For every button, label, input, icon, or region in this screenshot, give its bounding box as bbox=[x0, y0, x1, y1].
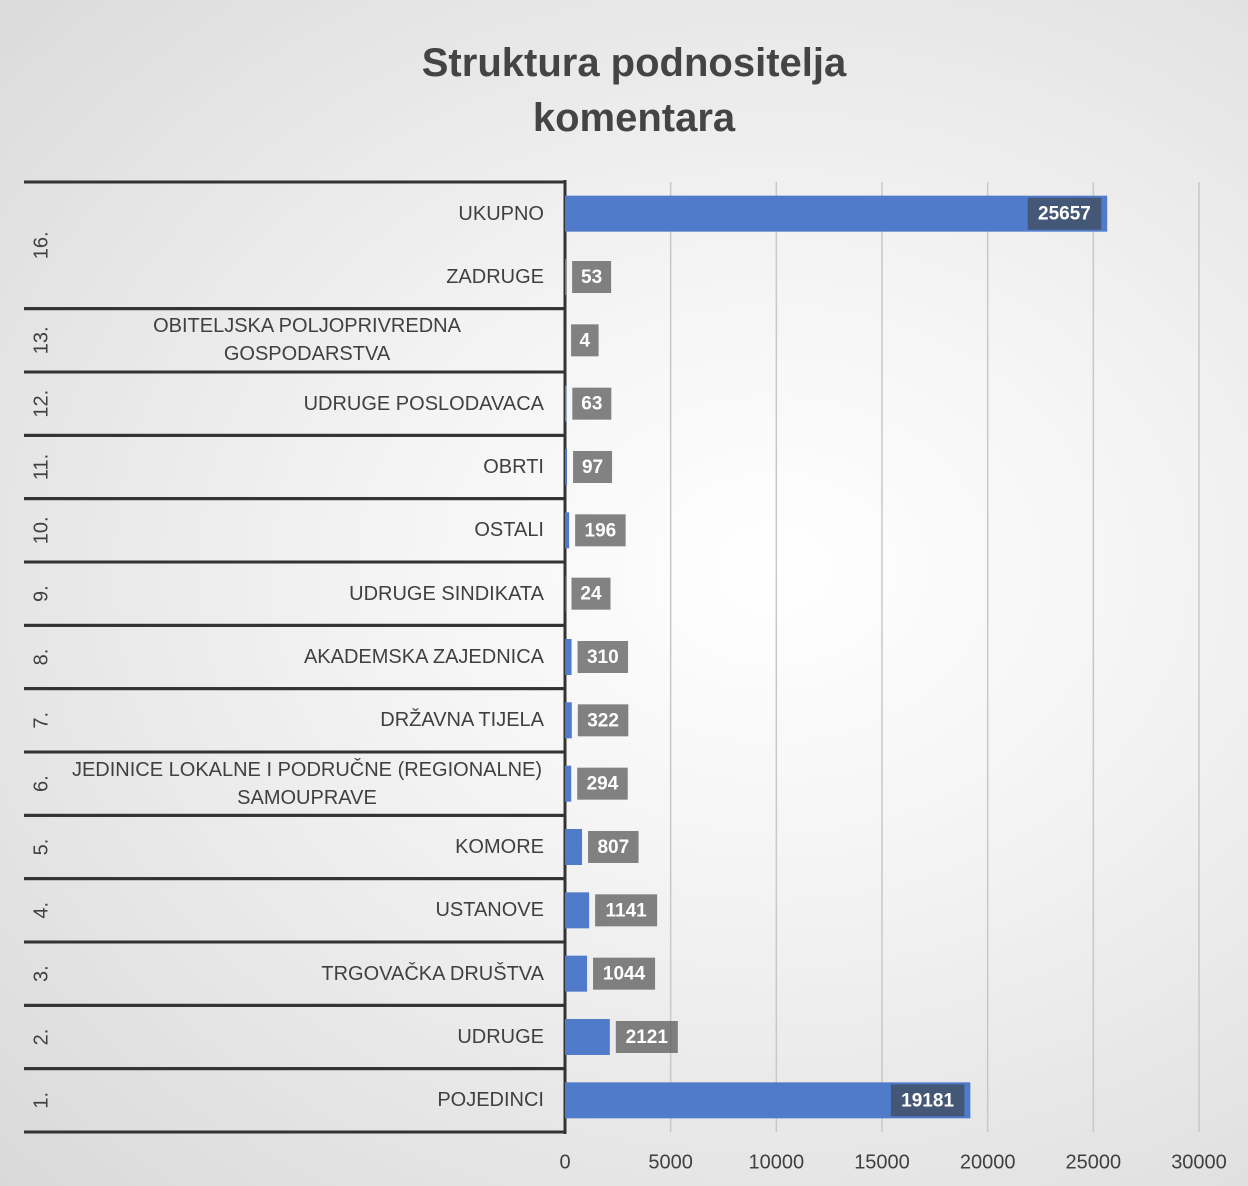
bar bbox=[565, 259, 567, 295]
category-text: USTANOVE bbox=[435, 899, 544, 922]
data-label-box bbox=[575, 514, 626, 547]
data-label: 24 bbox=[580, 584, 602, 605]
category-label: UDRUGE bbox=[70, 1005, 544, 1068]
category-text: POJEDINCI bbox=[437, 1089, 544, 1112]
data-label: 4 bbox=[580, 330, 591, 351]
data-label-box bbox=[577, 641, 629, 673]
bar bbox=[565, 639, 572, 675]
data-label-box bbox=[588, 831, 639, 863]
category-text: UDRUGE POSLODAVACA bbox=[303, 392, 544, 415]
group-label: 10. bbox=[30, 516, 52, 544]
bar bbox=[565, 892, 590, 929]
data-label-box bbox=[890, 1084, 965, 1117]
data-label: 807 bbox=[597, 837, 629, 858]
group-label: 5. bbox=[30, 839, 52, 856]
group-label: 3. bbox=[30, 965, 52, 982]
category-text: OSTALI bbox=[474, 519, 544, 542]
category-label: USTANOVE bbox=[70, 879, 544, 942]
bar bbox=[565, 1019, 610, 1055]
category-label: AKADEMSKA ZAJEDNICA bbox=[70, 625, 544, 688]
x-tick-label: 10000 bbox=[749, 1151, 805, 1173]
category-label: UDRUGE POSLODAVACA bbox=[70, 372, 544, 435]
bar bbox=[565, 449, 568, 485]
data-label: 196 bbox=[585, 520, 617, 541]
data-label-box bbox=[571, 577, 611, 610]
data-label: 294 bbox=[587, 774, 619, 795]
data-label: 322 bbox=[587, 710, 619, 731]
data-label-box bbox=[595, 894, 658, 927]
data-label-box bbox=[1027, 197, 1102, 230]
x-tick-label: 15000 bbox=[854, 1151, 910, 1173]
data-label: 1044 bbox=[603, 964, 646, 985]
group-label: 9. bbox=[30, 585, 52, 602]
bar bbox=[565, 829, 583, 865]
x-tick-label: 5000 bbox=[648, 1151, 693, 1173]
category-text: JEDINICE LOKALNE I PODRUČNE (REGIONALNE)… bbox=[71, 758, 543, 809]
data-label-box bbox=[577, 704, 629, 737]
data-label: 53 bbox=[581, 267, 602, 288]
data-label: 19181 bbox=[901, 1090, 954, 1111]
data-label-box bbox=[573, 451, 613, 483]
x-tick-label: 0 bbox=[559, 1151, 570, 1173]
bar bbox=[565, 702, 572, 739]
category-label: UKUPNO bbox=[70, 182, 544, 245]
category-label: ZADRUGE bbox=[70, 245, 544, 308]
chart-title: Struktura podnositelja komentara bbox=[421, 41, 847, 140]
category-label: OSTALI bbox=[70, 499, 544, 562]
group-label: 13. bbox=[30, 326, 52, 354]
x-tick-label: 25000 bbox=[1066, 1151, 1122, 1173]
group-label: 6. bbox=[30, 775, 52, 792]
category-text: UDRUGE SINDIKATA bbox=[349, 582, 544, 605]
data-label-box bbox=[615, 1021, 678, 1053]
category-text: ZADRUGE bbox=[446, 265, 544, 288]
data-label: 97 bbox=[582, 457, 603, 478]
bar bbox=[565, 765, 572, 802]
category-text: DRŽAVNA TIJELA bbox=[380, 709, 544, 732]
group-label: 4. bbox=[30, 902, 52, 919]
group-label: 2. bbox=[30, 1029, 52, 1046]
category-label: JEDINICE LOKALNE I PODRUČNE (REGIONALNE)… bbox=[70, 752, 544, 815]
data-label: 63 bbox=[581, 394, 602, 415]
bar bbox=[565, 575, 566, 612]
data-label: 25657 bbox=[1038, 204, 1091, 225]
category-text: OBITELJSKA POLJOPRIVREDNA GOSPODARSTVA bbox=[153, 315, 461, 366]
data-label: 1141 bbox=[605, 900, 647, 921]
category-text: AKADEMSKA ZAJEDNICA bbox=[303, 645, 544, 668]
category-text: UDRUGE bbox=[457, 1025, 544, 1048]
category-label: UDRUGE SINDIKATA bbox=[70, 562, 544, 625]
category-label: OBITELJSKA POLJOPRIVREDNA GOSPODARSTVA bbox=[70, 309, 544, 372]
group-label: 7. bbox=[30, 712, 52, 729]
bar bbox=[565, 955, 588, 992]
category-label: TRGOVAČKA DRUŠTVA bbox=[70, 942, 544, 1005]
data-label-box bbox=[572, 387, 612, 420]
category-label: OBRTI bbox=[70, 435, 544, 498]
category-text: OBRTI bbox=[483, 455, 544, 478]
data-label: 310 bbox=[587, 647, 619, 668]
x-tick-label: 20000 bbox=[960, 1151, 1016, 1173]
group-label: 16. bbox=[30, 231, 52, 259]
group-label: 8. bbox=[30, 649, 52, 666]
bar bbox=[565, 385, 567, 422]
data-label-box bbox=[593, 957, 656, 990]
category-text: TRGOVAČKA DRUŠTVA bbox=[321, 962, 544, 985]
group-label: 12. bbox=[30, 390, 52, 418]
bar bbox=[565, 195, 1108, 232]
group-label: 1. bbox=[30, 1092, 52, 1109]
data-label-box bbox=[571, 324, 599, 357]
category-label: POJEDINCI bbox=[70, 1069, 544, 1132]
category-label: KOMORE bbox=[70, 815, 544, 878]
x-tick-label: 30000 bbox=[1171, 1151, 1227, 1173]
data-label: 2121 bbox=[626, 1027, 669, 1048]
data-label-box bbox=[577, 767, 628, 800]
bar bbox=[565, 512, 570, 549]
category-label: DRŽAVNA TIJELA bbox=[70, 689, 544, 752]
data-label-box bbox=[572, 261, 612, 293]
group-label: 11. bbox=[30, 454, 52, 480]
category-text: KOMORE bbox=[455, 835, 544, 858]
category-text: UKUPNO bbox=[458, 202, 544, 225]
